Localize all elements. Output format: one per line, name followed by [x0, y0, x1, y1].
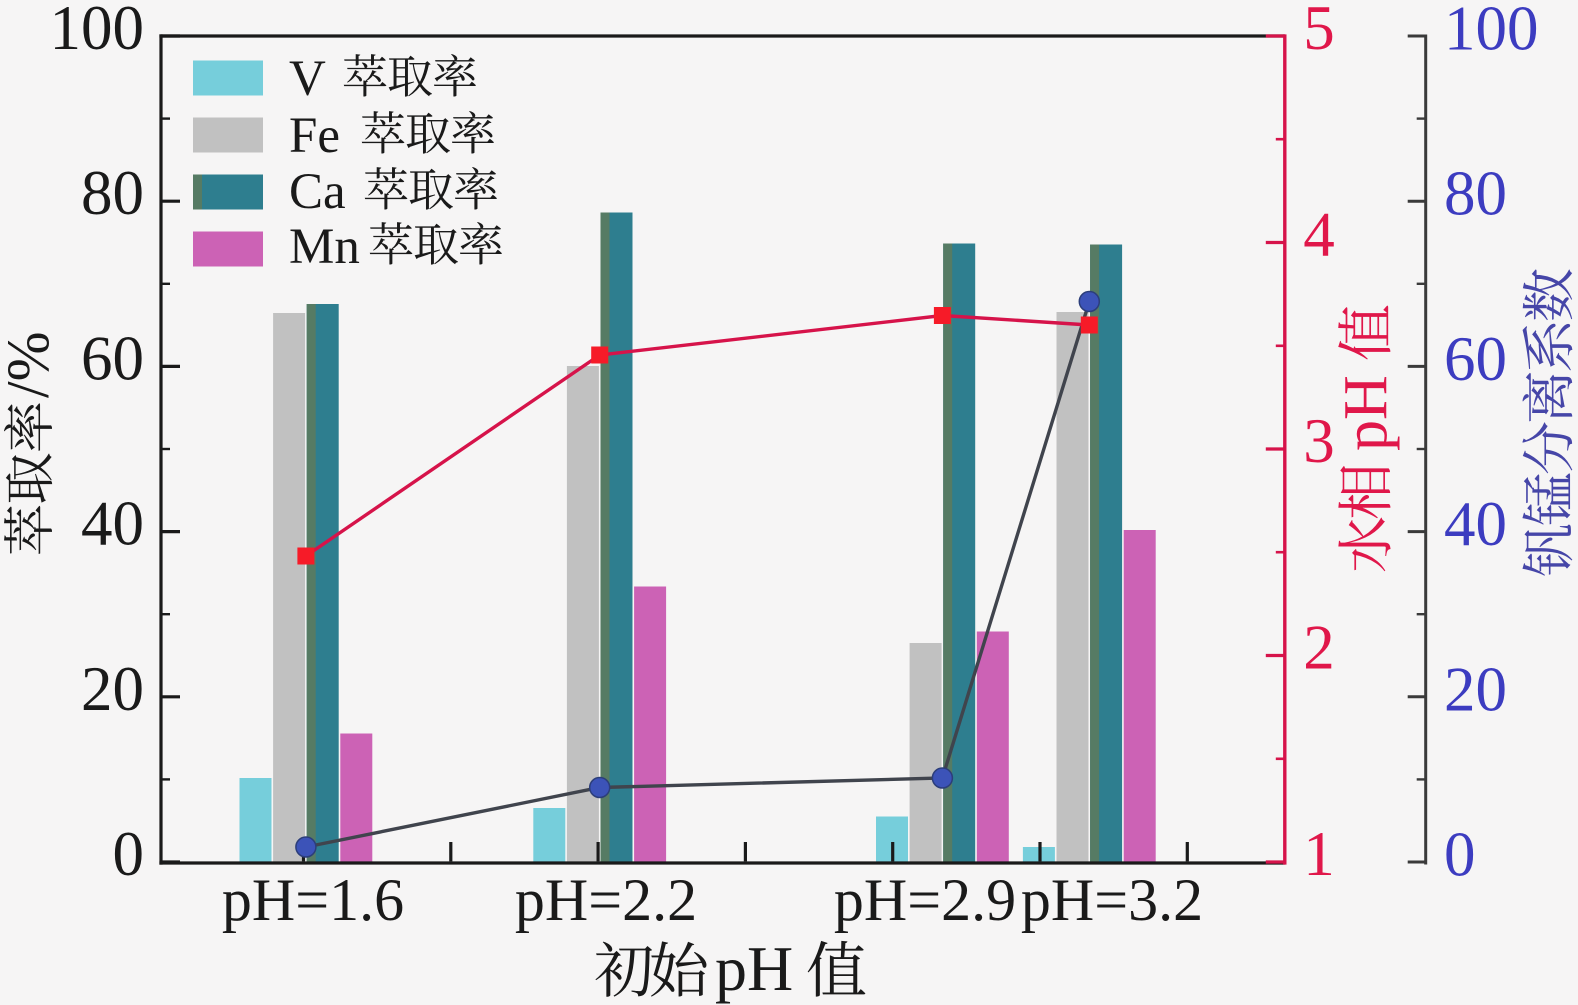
svg-text:pH: pH: [715, 933, 793, 1004]
svg-text:pH=1.6: pH=1.6: [222, 867, 404, 933]
svg-text:100: 100: [1444, 0, 1539, 64]
svg-text:5: 5: [1303, 0, 1335, 63]
svg-text:pH=2.9: pH=2.9: [834, 867, 1016, 933]
svg-text:20: 20: [1444, 654, 1507, 724]
svg-text:3: 3: [1303, 406, 1335, 476]
svg-text:80: 80: [81, 158, 144, 228]
svg-text:0: 0: [1444, 820, 1476, 890]
svg-text:20: 20: [81, 654, 144, 724]
svg-text:1: 1: [1303, 819, 1335, 889]
svg-text:/%: /%: [0, 331, 61, 398]
svg-text:pH=3.2: pH=3.2: [1021, 867, 1203, 933]
svg-text:pH: pH: [1332, 375, 1400, 451]
svg-text:Fe: Fe: [289, 108, 340, 164]
svg-text:40: 40: [81, 489, 144, 559]
svg-text:80: 80: [1444, 159, 1507, 229]
svg-text:60: 60: [1444, 324, 1507, 394]
svg-text:100: 100: [50, 0, 145, 63]
svg-text:40: 40: [1444, 489, 1507, 559]
svg-text:Mn: Mn: [289, 219, 360, 275]
svg-text:pH=2.2: pH=2.2: [515, 867, 697, 933]
svg-text:4: 4: [1303, 200, 1335, 270]
svg-text:V: V: [289, 51, 326, 107]
svg-text:2: 2: [1303, 613, 1335, 683]
svg-text:0: 0: [113, 819, 145, 889]
svg-text:60: 60: [81, 323, 144, 393]
svg-text:Ca: Ca: [289, 164, 346, 220]
